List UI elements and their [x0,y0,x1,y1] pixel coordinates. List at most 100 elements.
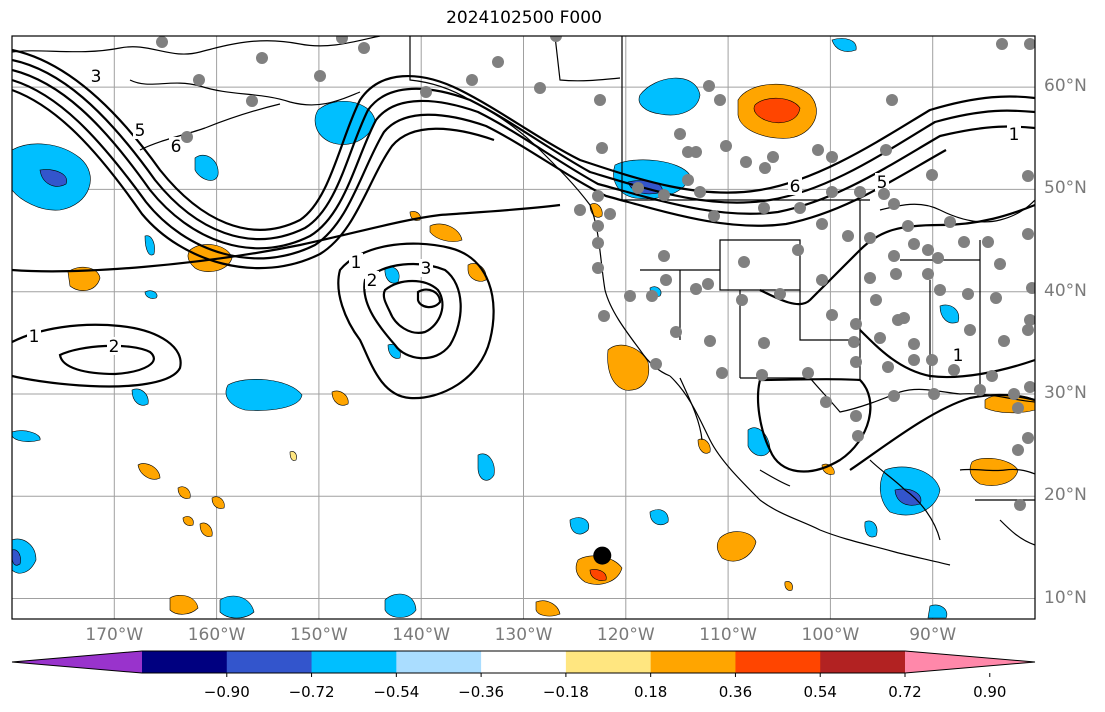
station-dot [1008,388,1020,400]
station-dot [156,36,168,48]
station-dot [816,274,828,286]
colorbar-segment [311,651,397,673]
station-dot [592,237,604,249]
height-contours [12,48,1035,473]
station-dot [674,128,686,140]
station-dot [420,86,432,98]
station-dot [716,367,728,379]
station-dot [256,52,268,64]
station-dot [193,74,205,86]
contour-label-bg [349,253,363,271]
station-dot [982,236,994,248]
station-dot [864,272,876,284]
station-dot [948,364,960,376]
longitude-label: 120°W [596,625,655,645]
station-dot [850,356,862,368]
station-dot [1022,324,1034,336]
contour-label: 1 [1009,125,1020,145]
station-dot [703,80,715,92]
station-dot [826,186,838,198]
station-dot [592,190,604,202]
colorbar-outline [11,650,1036,674]
station-dot [902,220,914,232]
station-dot [870,294,882,306]
station-dot [594,94,606,106]
colorbar-tick-label: 0.36 [718,683,753,701]
station-dot [854,186,866,198]
station-dot [922,268,934,280]
negative-anomaly-shading [12,38,960,619]
contour-label: 1 [29,327,40,347]
station-dot [336,36,348,44]
station-dot [1014,499,1026,511]
station-dot [650,358,662,370]
station-dot [314,70,326,82]
contour-label: 2 [367,271,378,291]
station-dot [990,292,1002,304]
station-dot [878,188,890,200]
station-dot [934,284,946,296]
colorbar-segment [226,651,313,673]
colorbar-segment [396,651,482,673]
station-dot [690,146,702,158]
longitude-label: 110°W [699,625,757,645]
observation-stations [156,36,1035,511]
station-dot [592,220,604,232]
longitude-label: 140°W [392,625,451,645]
location-marker [593,546,612,565]
colorbar-segment [650,651,736,673]
station-dot [928,388,940,400]
contour-label-bg [875,173,889,191]
contour-label-bg [951,346,965,364]
station-dot [962,288,974,300]
longitude-label: 100°W [801,625,860,645]
station-dot [714,94,726,106]
latitude-label: 40°N [1044,280,1087,301]
colorbar [11,650,1036,677]
contour-label: 6 [171,137,182,157]
station-dot [740,156,752,168]
station-dot [820,396,832,408]
station-dot [932,252,944,264]
station-dot [598,310,610,322]
station-dot [466,74,478,86]
station-dot [926,169,938,181]
colorbar-segment [142,651,228,673]
station-dot [181,131,193,143]
station-dot [702,278,714,290]
longitude-label: 160°W [187,625,246,645]
station-dot [658,250,670,262]
colorbar-segment [481,651,567,673]
station-dot [974,384,986,396]
station-dot [774,288,786,300]
contour-label-bg [419,259,433,277]
contour-label: 1 [351,253,362,273]
contour-label-bg [107,337,121,355]
contour-label-bg [1007,125,1021,143]
station-dot [850,318,862,330]
station-dot [694,186,706,198]
station-dot [534,82,546,94]
station-dot [1024,38,1035,50]
map-title: 2024102500 F000 [446,8,602,28]
station-dot [812,144,824,156]
latitude-label: 30°N [1044,382,1087,403]
station-dot [874,332,886,344]
station-dot [898,312,910,324]
latitude-label: 20°N [1044,485,1087,506]
station-dot [816,218,828,230]
station-dot [1012,402,1024,414]
map-frame [11,35,1036,620]
station-dot [888,198,900,210]
station-dot [996,38,1008,50]
colorbar-tick-label: 0.72 [888,683,922,701]
contour-label-bg [27,327,41,345]
station-dot [842,230,854,242]
station-dot [690,283,702,295]
station-dot [880,144,892,156]
station-dot [670,326,682,338]
longitude-label: 90°W [909,625,957,645]
contour-label: 2 [109,337,120,357]
colorbar-tick-label: −0.72 [288,683,335,701]
